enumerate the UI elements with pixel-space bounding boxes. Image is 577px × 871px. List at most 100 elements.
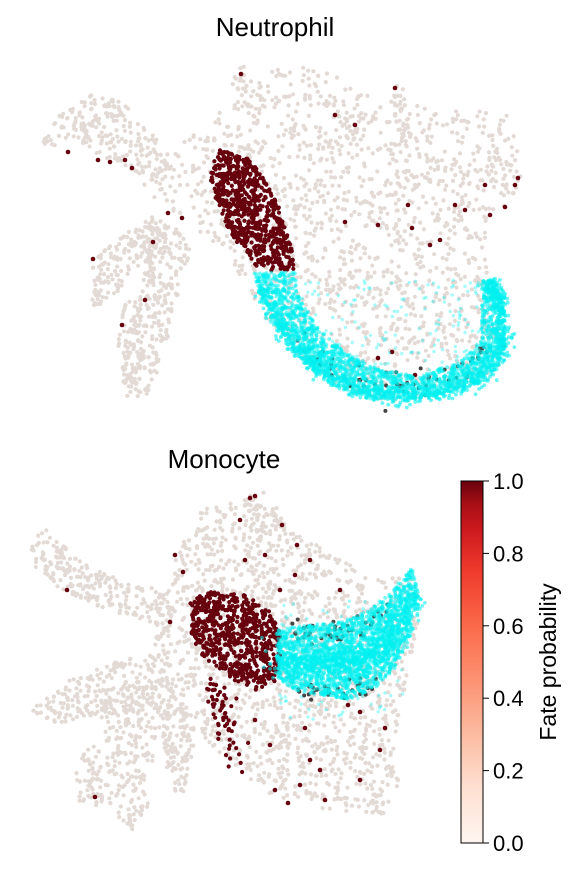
scatter-point [392,363,397,368]
scatter-point [261,163,266,168]
scatter-point [497,157,503,163]
scatter-point [427,178,432,184]
scatter-point [331,284,336,289]
scatter-point [169,301,174,306]
scatter-point [371,193,376,198]
scatter-point [126,353,131,358]
scatter-point [142,241,147,246]
scatter-point [231,216,236,221]
scatter-point [205,200,210,205]
scatter-point [469,305,474,310]
scatter-point [366,146,371,151]
scatter-point [380,221,385,226]
scatter-point [277,161,282,166]
scatter-point [110,136,115,142]
scatter-point [460,201,465,206]
scatter-point [212,136,217,141]
scatter-point [127,299,132,304]
high-fate-point [241,205,246,210]
scatter-point [510,153,515,158]
scatter-point [436,326,441,331]
high-fate-point [107,159,113,165]
highlighted-points [252,270,517,410]
scatter-point [480,130,485,135]
highlighted-point [404,372,408,377]
scatter-point [114,128,119,133]
high-fate-point [238,180,243,185]
scatter-point [372,286,377,291]
scatter-point [346,170,351,175]
scatter-point [136,131,141,137]
high-fate-point [352,122,358,128]
scatter-point [454,285,459,290]
scatter-point [191,163,196,168]
scatter-point [393,201,398,206]
scatter-point [93,282,98,287]
scatter-point [228,239,233,244]
scatter-point [404,117,409,122]
high-fate-point [233,180,238,185]
high-fate-point [259,185,264,190]
scatter-point [105,275,111,280]
scatter-point [408,134,413,139]
scatter-point [277,98,282,103]
scatter-point [456,273,461,278]
scatter-point [425,159,430,164]
high-fate-point [246,221,251,226]
scatter-point [476,310,481,315]
scatter-point [158,187,163,192]
scatter-point [504,160,509,165]
scatter-point [147,160,152,165]
scatter-point [394,208,399,213]
scatter-point [393,191,398,196]
high-fate-point [437,237,443,243]
scatter-point [303,269,308,274]
high-fate-point [375,355,381,361]
scatter-point [235,86,240,91]
scatter-point [132,379,137,384]
scatter-point [419,172,424,177]
scatter-point [162,293,168,298]
scatter-point [160,255,165,260]
scatter-point [236,124,241,130]
scatter-point [398,283,403,288]
scatter-point [349,244,354,250]
high-fate-point [238,185,243,191]
scatter-point [427,122,432,127]
scatter-point [253,106,258,111]
scatter-point [394,159,399,164]
scatter-point [153,296,158,301]
scatter-point [140,334,145,339]
scatter-point [443,335,448,340]
scatter-point [335,291,340,296]
highlighted-point [447,377,452,382]
scatter-point [110,277,115,282]
scatter-point [458,277,463,282]
scatter-point [321,255,326,260]
scatter-point [370,263,375,268]
scatter-point [143,136,148,141]
scatter-point [499,162,504,167]
scatter-point [307,168,312,173]
scatter-point [432,113,437,118]
scatter-point [407,327,412,332]
scatter-point [238,132,243,137]
scatter-point [139,164,145,169]
panel-title-neutrophil: Neutrophil [216,12,335,42]
scatter-point [203,188,208,193]
scatter-point [370,116,375,121]
scatter-point [95,301,100,307]
scatter-point [408,312,413,317]
background-points [41,64,523,402]
scatter-point [447,228,453,233]
scatter-point [407,340,412,345]
scatter-point [318,182,323,187]
scatter-point [471,207,476,212]
scatter-point [362,127,367,132]
scatter-point [280,188,285,194]
scatter-point [73,119,78,124]
scatter-point [117,332,123,337]
high-fate-point [462,207,468,213]
scatter-point [395,276,400,281]
scatter-point [310,258,315,263]
